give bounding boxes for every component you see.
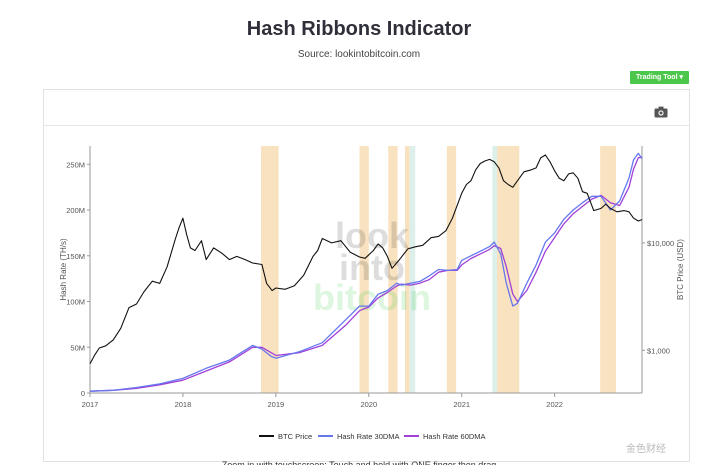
x-tick-label: 2018 (175, 400, 192, 409)
camera-icon[interactable] (654, 106, 668, 118)
series-line-btc-price (89, 154, 643, 364)
x-tick-label: 2017 (82, 400, 99, 409)
capitulation-band (492, 146, 498, 393)
footer-hint: Zoom in with touchscreen: Touch and hold… (221, 460, 497, 465)
series-line-hash-rate-30dma (89, 152, 643, 392)
watermark-word: into (339, 247, 405, 288)
capitulation-band (405, 146, 410, 393)
y-left-tick-label: 100M (66, 298, 85, 307)
y-right-tick-label: $10,000 (647, 239, 674, 248)
chart-watermark-logo: lookintobitcoin (313, 215, 431, 318)
x-tick-label: 2019 (268, 400, 285, 409)
y-left-axis-title: Hash Rate (TH/s) (59, 238, 68, 301)
y-right-axis-title: BTC Price (USD) (676, 239, 685, 300)
y-right-tick-label: $1,000 (647, 346, 670, 355)
chart-legend: BTC Price Hash Rate 30DMA Hash Rate 60DMA (259, 432, 486, 441)
page-title: Hash Ribbons Indicator (246, 18, 472, 40)
capitulation-band (388, 146, 398, 393)
y-left-tick-label: 150M (66, 252, 85, 261)
capitulation-band (409, 146, 416, 393)
y-left-tick-label: 250M (66, 160, 85, 169)
y-left-tick-label: 50M (70, 343, 85, 352)
watermark-word: bitcoin (313, 277, 431, 318)
y-left-tick-label: 0 (81, 389, 85, 398)
x-tick-label: 2020 (360, 400, 377, 409)
capitulation-band (497, 146, 520, 393)
legend-label: Hash Rate 60DMA (423, 432, 486, 441)
trading-tool-button[interactable]: Trading Tool ▾ (630, 71, 689, 84)
capitulation-band (600, 146, 616, 393)
x-tick-label: 2021 (453, 400, 470, 409)
y-left-tick-label: 200M (66, 206, 85, 215)
x-tick-label: 2022 (546, 400, 563, 409)
legend-label: Hash Rate 30DMA (337, 432, 400, 441)
capitulation-band (359, 146, 369, 393)
chart-toolbar-divider (43, 125, 689, 126)
capitulation-band (260, 146, 279, 393)
watermark-text: 金色财经 (626, 444, 666, 455)
source-text: Source: lookintobitcoin.com (297, 49, 421, 60)
legend-label: BTC Price (278, 432, 312, 441)
